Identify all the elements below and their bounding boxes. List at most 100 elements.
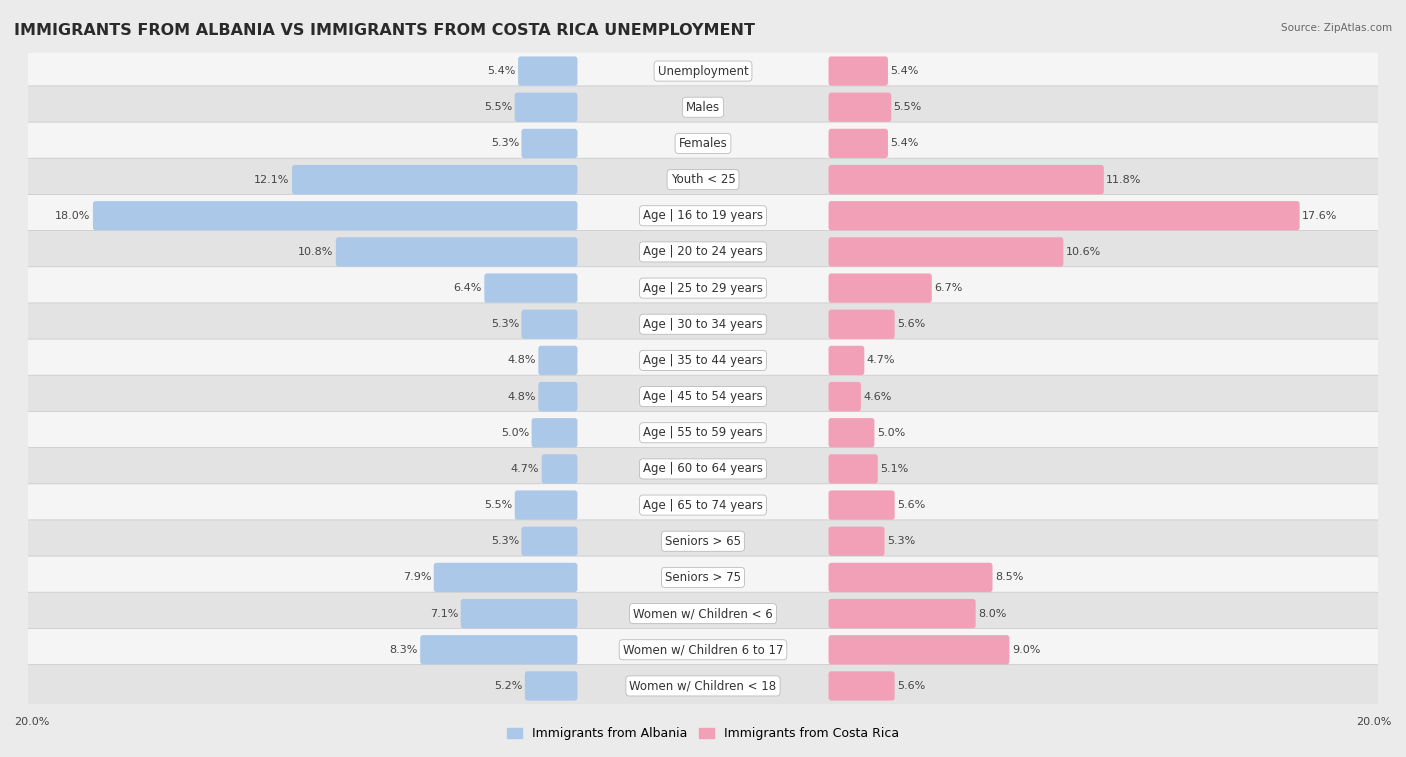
FancyBboxPatch shape [25,50,1381,92]
FancyBboxPatch shape [515,92,578,122]
FancyBboxPatch shape [484,273,578,303]
Text: 4.6%: 4.6% [863,391,891,401]
Text: Age | 45 to 54 years: Age | 45 to 54 years [643,390,763,403]
Text: Unemployment: Unemployment [658,64,748,77]
Text: 10.8%: 10.8% [298,247,333,257]
FancyBboxPatch shape [292,165,578,195]
Text: Age | 25 to 29 years: Age | 25 to 29 years [643,282,763,294]
Text: 5.3%: 5.3% [491,319,519,329]
FancyBboxPatch shape [25,447,1381,491]
Text: 8.5%: 8.5% [995,572,1024,582]
FancyBboxPatch shape [828,382,860,411]
FancyBboxPatch shape [25,592,1381,635]
Text: 12.1%: 12.1% [254,175,290,185]
Text: Women w/ Children 6 to 17: Women w/ Children 6 to 17 [623,643,783,656]
FancyBboxPatch shape [25,158,1381,201]
Text: 6.4%: 6.4% [454,283,482,293]
FancyBboxPatch shape [538,382,578,411]
Text: Males: Males [686,101,720,114]
FancyBboxPatch shape [828,491,894,520]
Text: Age | 30 to 34 years: Age | 30 to 34 years [643,318,763,331]
Text: 5.4%: 5.4% [488,66,516,76]
Text: 5.2%: 5.2% [494,681,523,691]
Text: 6.7%: 6.7% [934,283,963,293]
FancyBboxPatch shape [828,165,1104,195]
FancyBboxPatch shape [828,273,932,303]
FancyBboxPatch shape [25,122,1381,165]
Text: 5.0%: 5.0% [501,428,529,438]
Text: Age | 35 to 44 years: Age | 35 to 44 years [643,354,763,367]
Text: 4.7%: 4.7% [510,464,540,474]
FancyBboxPatch shape [522,129,578,158]
Text: IMMIGRANTS FROM ALBANIA VS IMMIGRANTS FROM COSTA RICA UNEMPLOYMENT: IMMIGRANTS FROM ALBANIA VS IMMIGRANTS FR… [14,23,755,38]
FancyBboxPatch shape [524,671,578,700]
Text: 5.5%: 5.5% [484,102,512,112]
Text: 7.9%: 7.9% [404,572,432,582]
FancyBboxPatch shape [517,57,578,86]
FancyBboxPatch shape [25,556,1381,599]
FancyBboxPatch shape [93,201,578,230]
FancyBboxPatch shape [828,237,1063,266]
Text: Age | 60 to 64 years: Age | 60 to 64 years [643,463,763,475]
Text: 8.3%: 8.3% [389,645,418,655]
FancyBboxPatch shape [828,57,889,86]
FancyBboxPatch shape [828,527,884,556]
Text: 5.5%: 5.5% [894,102,922,112]
Text: Women w/ Children < 18: Women w/ Children < 18 [630,680,776,693]
Text: 5.6%: 5.6% [897,500,925,510]
Text: 5.1%: 5.1% [880,464,908,474]
FancyBboxPatch shape [25,231,1381,273]
Text: 9.0%: 9.0% [1012,645,1040,655]
FancyBboxPatch shape [828,129,889,158]
FancyBboxPatch shape [25,339,1381,382]
Text: Seniors > 65: Seniors > 65 [665,534,741,548]
Text: Age | 20 to 24 years: Age | 20 to 24 years [643,245,763,258]
Text: 4.8%: 4.8% [508,391,536,401]
Text: 5.6%: 5.6% [897,681,925,691]
Text: 5.0%: 5.0% [877,428,905,438]
FancyBboxPatch shape [25,266,1381,310]
FancyBboxPatch shape [531,418,578,447]
FancyBboxPatch shape [828,599,976,628]
Text: Age | 55 to 59 years: Age | 55 to 59 years [643,426,763,439]
FancyBboxPatch shape [828,454,877,484]
FancyBboxPatch shape [433,562,578,592]
Text: 8.0%: 8.0% [979,609,1007,618]
Text: Females: Females [679,137,727,150]
Text: Age | 65 to 74 years: Age | 65 to 74 years [643,499,763,512]
FancyBboxPatch shape [828,346,865,375]
Text: 5.4%: 5.4% [890,66,918,76]
FancyBboxPatch shape [420,635,578,665]
FancyBboxPatch shape [828,635,1010,665]
Text: 5.3%: 5.3% [887,536,915,547]
Text: 5.4%: 5.4% [890,139,918,148]
Text: 4.7%: 4.7% [866,356,896,366]
FancyBboxPatch shape [25,303,1381,346]
Text: Seniors > 75: Seniors > 75 [665,571,741,584]
Text: Women w/ Children < 6: Women w/ Children < 6 [633,607,773,620]
FancyBboxPatch shape [461,599,578,628]
FancyBboxPatch shape [828,201,1299,230]
Text: 20.0%: 20.0% [14,717,49,727]
Text: Youth < 25: Youth < 25 [671,173,735,186]
Legend: Immigrants from Albania, Immigrants from Costa Rica: Immigrants from Albania, Immigrants from… [506,727,900,740]
FancyBboxPatch shape [25,86,1381,129]
FancyBboxPatch shape [541,454,578,484]
Text: Source: ZipAtlas.com: Source: ZipAtlas.com [1281,23,1392,33]
Text: 5.3%: 5.3% [491,536,519,547]
FancyBboxPatch shape [538,346,578,375]
Text: 10.6%: 10.6% [1066,247,1101,257]
FancyBboxPatch shape [25,628,1381,671]
Text: 5.5%: 5.5% [484,500,512,510]
Text: 11.8%: 11.8% [1107,175,1142,185]
FancyBboxPatch shape [828,92,891,122]
FancyBboxPatch shape [828,671,894,700]
FancyBboxPatch shape [828,310,894,339]
Text: 5.6%: 5.6% [897,319,925,329]
FancyBboxPatch shape [25,375,1381,418]
Text: 20.0%: 20.0% [1357,717,1392,727]
FancyBboxPatch shape [25,484,1381,526]
Text: Age | 16 to 19 years: Age | 16 to 19 years [643,209,763,223]
FancyBboxPatch shape [515,491,578,520]
Text: 17.6%: 17.6% [1302,210,1337,221]
